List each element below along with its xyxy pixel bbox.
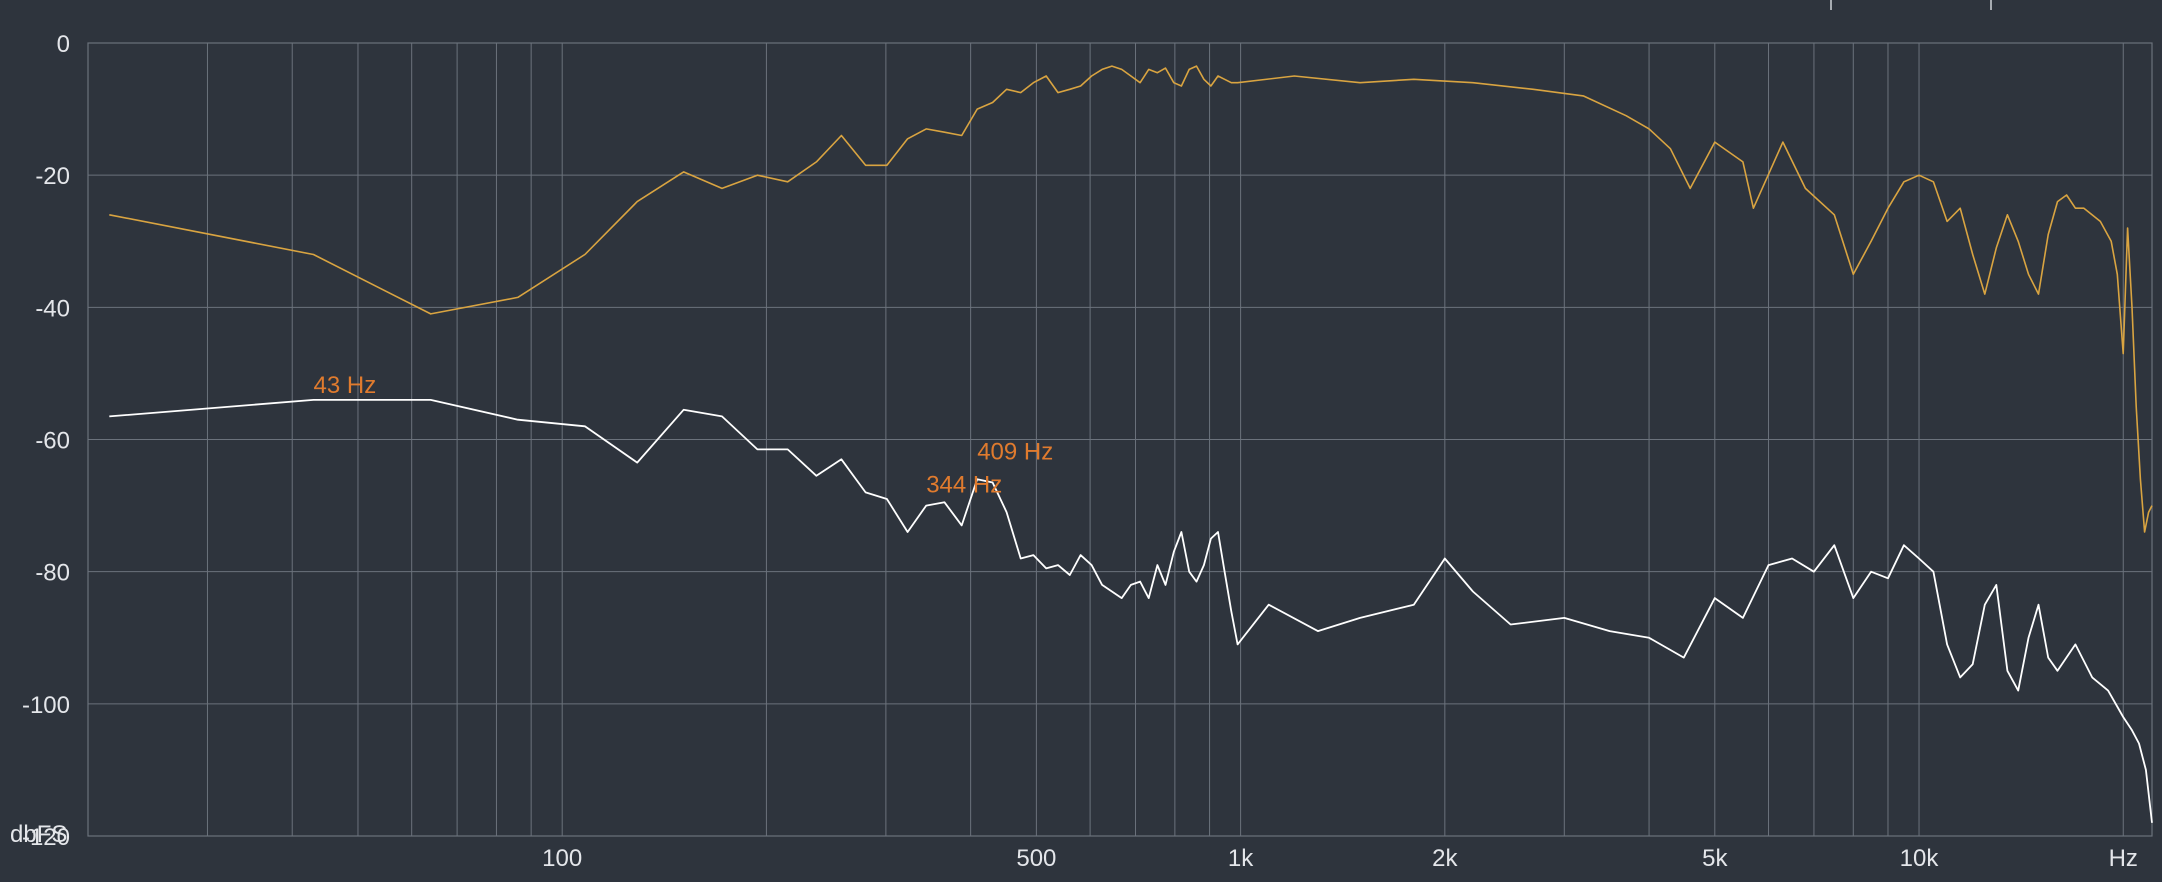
- series-line-1: [109, 65, 2153, 533]
- y-tick-label: -20: [35, 163, 70, 190]
- grid: [87, 0, 2153, 837]
- x-tick-label: 10k: [1900, 845, 1940, 872]
- peak-annotation: 43 Hz: [314, 372, 377, 399]
- x-tick-label: 1k: [1228, 845, 1254, 872]
- x-tick-label: 100: [542, 845, 582, 872]
- y-tick-label: -120: [22, 824, 70, 851]
- y-tick-label: -80: [35, 560, 70, 587]
- y-tick-label: -60: [35, 428, 70, 455]
- axis-labels: 0 -20 -40 -60 -80 -100 -120 100 500 1k 2k 5k 10k Hz: [22, 31, 2138, 872]
- series-line-2: [109, 399, 2153, 823]
- annotations: 43 Hz 409 Hz 344 Hz: [314, 372, 1054, 498]
- y-tick-label: 0: [57, 31, 70, 58]
- y-tick-label: -100: [22, 692, 70, 719]
- x-tick-label: 2k: [1432, 845, 1458, 872]
- series-layer: [109, 65, 2153, 823]
- x-tick-label: 5k: [1702, 845, 1728, 872]
- x-tick-label: 500: [1016, 845, 1056, 872]
- y-tick-label: -40: [35, 295, 70, 322]
- peak-annotation: 344 Hz: [926, 471, 1002, 498]
- y-axis-label: dbFS: [10, 821, 67, 848]
- x-tick-label: Hz: [2109, 845, 2138, 872]
- peak-annotation: 409 Hz: [977, 438, 1053, 465]
